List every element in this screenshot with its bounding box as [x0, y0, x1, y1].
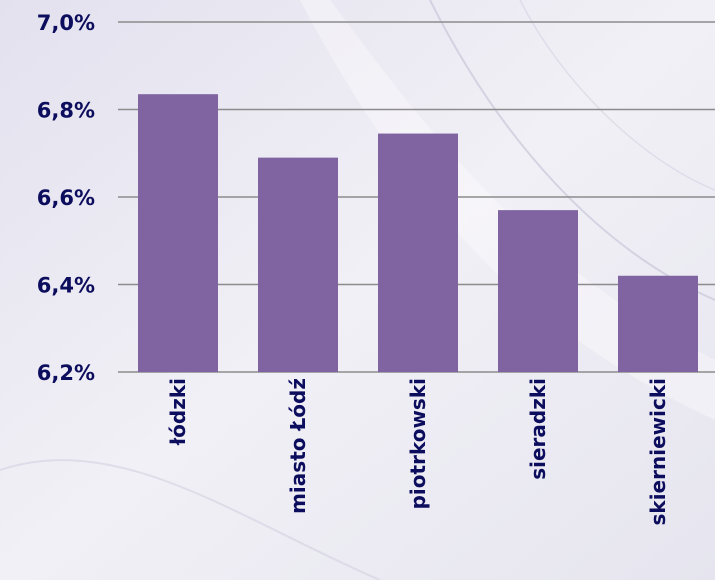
y-tick-label: 6,8% — [37, 99, 95, 123]
y-tick-label: 6,6% — [37, 186, 95, 210]
x-tick-label: skierniewicki — [646, 378, 670, 526]
x-axis-labels: łódzki miasto Łódź piotrkowski sieradzki ski… — [166, 378, 670, 526]
y-tick-label: 7,0% — [37, 11, 95, 35]
x-tick-label: łódzki — [166, 378, 190, 446]
bar — [498, 210, 578, 372]
bars — [138, 94, 698, 372]
x-tick-label: piotrkowski — [406, 378, 430, 509]
y-tick-label: 6,2% — [37, 361, 95, 385]
bar — [378, 133, 458, 372]
y-tick-label: 6,4% — [37, 274, 95, 298]
bar — [258, 157, 338, 372]
y-axis-ticks: 6,2% 6,4% 6,6% 6,8% 7,0% — [37, 11, 95, 385]
bar — [138, 94, 218, 372]
bar — [618, 275, 698, 372]
x-tick-label: miasto Łódź — [286, 378, 310, 514]
x-tick-label: sieradzki — [526, 378, 550, 480]
